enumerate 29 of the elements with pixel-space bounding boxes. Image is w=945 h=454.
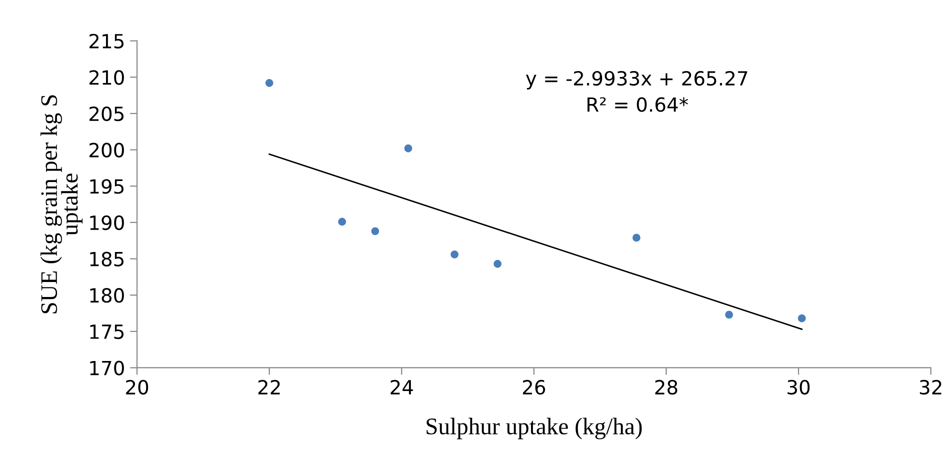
x-tick-label: 24 <box>390 380 413 394</box>
point <box>371 227 380 236</box>
y-tick-label: 170 <box>90 360 124 376</box>
x-tick-label: 32 <box>920 380 942 395</box>
point <box>338 218 346 226</box>
x-axis-title: Sulphur uptake (kg/ha) <box>426 418 642 440</box>
x-tick-label: 22 <box>258 380 280 394</box>
x-tick-label: 20 <box>126 380 148 395</box>
y-tick-label: 205 <box>90 106 124 122</box>
y-tick-label: 215 <box>90 34 124 49</box>
point <box>725 310 734 319</box>
x-tick-label: 28 <box>655 380 678 395</box>
y-tick-label: 200 <box>90 142 124 158</box>
point <box>450 250 458 258</box>
y-tick-label: 180 <box>90 288 124 303</box>
y-tick-label: 195 <box>90 179 124 194</box>
point <box>265 79 274 87</box>
y-tick-label: 190 <box>90 215 124 230</box>
point <box>404 144 412 152</box>
point <box>632 234 640 242</box>
y-tick-label: 210 <box>90 70 124 85</box>
annotation: y = -2.9933x + 265.27 R² = 0.64* <box>526 70 748 112</box>
x-tick-label: 30 <box>788 380 810 395</box>
y-tick-label: 175 <box>90 324 124 340</box>
x-tick-label: 26 <box>522 380 546 395</box>
point <box>798 314 806 322</box>
y-axis-title: SUE (kg grain per kg S uptake <box>40 95 83 314</box>
point <box>494 260 502 268</box>
y-tick-label: 185 <box>90 252 124 266</box>
